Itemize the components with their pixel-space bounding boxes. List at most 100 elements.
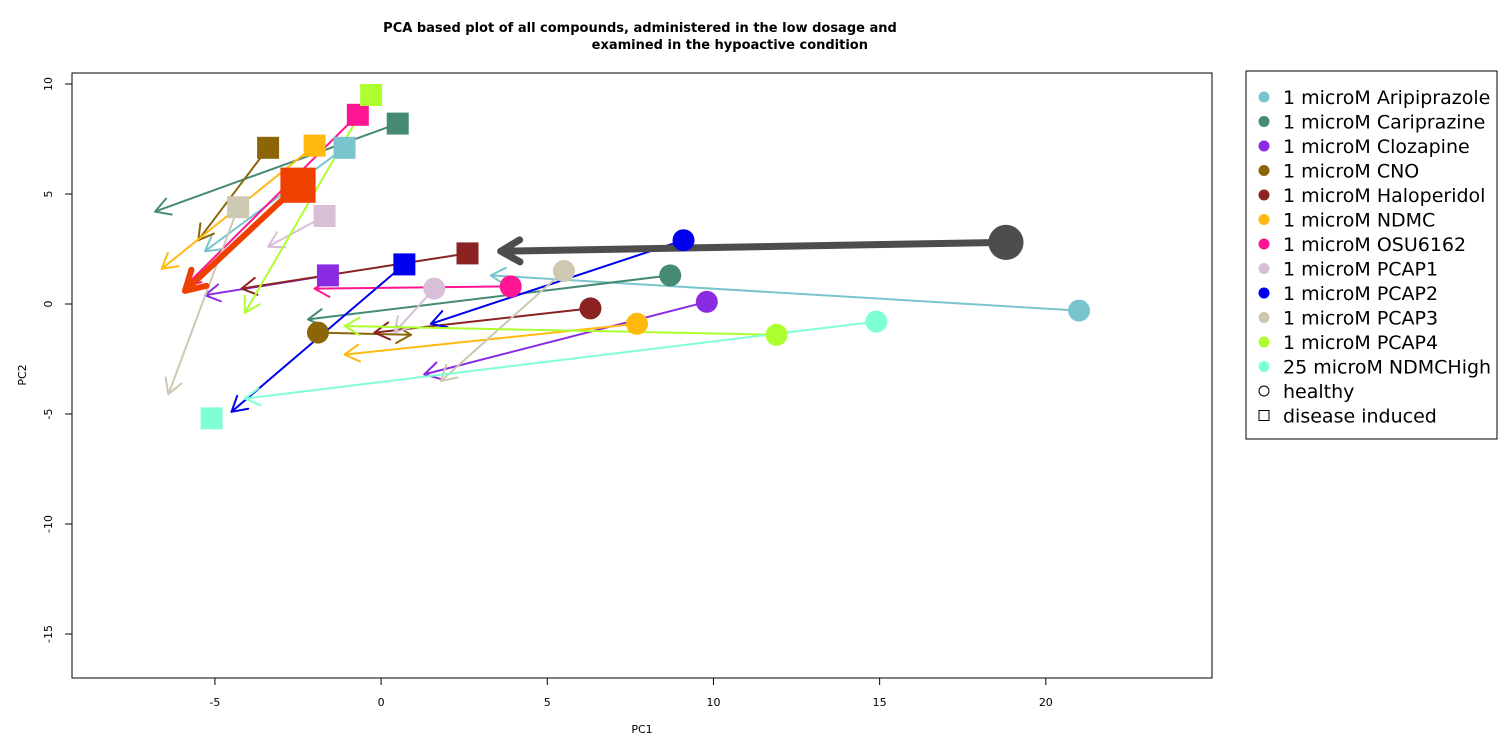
arrow-head bbox=[230, 394, 250, 413]
healthy-point-1-microm-pcap1 bbox=[423, 277, 446, 300]
healthy-point-1-microm-pcap2 bbox=[672, 229, 695, 252]
arrow-1-microm-pcap4 bbox=[343, 316, 778, 336]
healthy-point-1-microm-cariprazine bbox=[659, 264, 682, 287]
legend-label: 1 microM PCAP3 bbox=[1283, 308, 1438, 330]
arrow-head bbox=[429, 310, 449, 329]
arrow-shaft bbox=[343, 325, 778, 336]
legend-item-1-microm-ndmc: 1 microM NDMC bbox=[1258, 210, 1435, 232]
arrow-1-microm-pcap3 bbox=[164, 206, 240, 396]
x-tick-label: 15 bbox=[873, 696, 887, 709]
arrow-head bbox=[240, 276, 259, 296]
legend-label: 1 microM PCAP2 bbox=[1283, 283, 1438, 305]
legend-label: 1 microM NDMC bbox=[1283, 210, 1435, 232]
disease-point-1-microm-pcap1 bbox=[313, 205, 336, 227]
x-tick-label: 10 bbox=[706, 696, 720, 709]
disease-point-1-microm-ndmc bbox=[303, 134, 326, 157]
legend-item-1-microm-clozapine: 1 microM Clozapine bbox=[1258, 136, 1470, 158]
y-tick-label: 10 bbox=[42, 77, 55, 91]
legend-label: 1 microM Clozapine bbox=[1283, 136, 1470, 158]
arrow-highlight bbox=[497, 236, 1010, 266]
x-axis: -5 0 5 10 15 20 bbox=[209, 677, 1053, 709]
healthy-point-1-microm-haloperidol bbox=[579, 297, 602, 320]
legend-marker-circle bbox=[1258, 312, 1270, 323]
legend-item-1-microm-cariprazine: 1 microM Cariprazine bbox=[1258, 112, 1485, 134]
arrow-1-microm-pcap4 bbox=[243, 94, 373, 314]
arrow-head bbox=[182, 266, 210, 294]
disease-point-1-microm-pcap3 bbox=[227, 196, 250, 219]
arrow-head bbox=[243, 387, 262, 407]
legend-marker-circle bbox=[1258, 263, 1270, 274]
arrow-1-microm-osu6162 bbox=[313, 278, 512, 298]
legend-label: 1 microM Aripiprazole bbox=[1283, 87, 1490, 109]
legend-item-1-microm-aripiprazole: 1 microM Aripiprazole bbox=[1258, 87, 1490, 109]
legend-label: disease induced bbox=[1283, 406, 1437, 428]
arrow-head bbox=[203, 234, 223, 253]
point-layer bbox=[200, 84, 1091, 430]
legend-label: 1 microM Haloperidol bbox=[1283, 185, 1485, 207]
arrow-shaft bbox=[240, 252, 469, 290]
arrow-head bbox=[423, 361, 442, 380]
legend-item-1-microm-haloperidol: 1 microM Haloperidol bbox=[1258, 185, 1485, 207]
legend-marker-circle bbox=[1258, 189, 1270, 201]
healthy-point-1-microm-osu6162 bbox=[499, 275, 522, 298]
legend-marker-circle bbox=[1258, 238, 1270, 250]
disease-point-1-microm-clozapine bbox=[316, 264, 339, 287]
arrow-layer bbox=[154, 94, 1081, 413]
legend-label: 1 microM CNO bbox=[1283, 161, 1419, 183]
arrow-shaft bbox=[167, 206, 240, 396]
disease-point-25-microm-ndmchigh bbox=[200, 407, 223, 430]
legend-marker-circle bbox=[1258, 116, 1270, 127]
legend-marker-circle bbox=[1258, 287, 1270, 299]
disease-point-1-microm-cariprazine bbox=[386, 112, 409, 135]
disease-point-1-microm-pcap2 bbox=[393, 253, 416, 276]
legend: 1 microM Aripiprazole 1 microM Cariprazin… bbox=[1245, 70, 1498, 440]
y-tick-label: -10 bbox=[42, 515, 55, 533]
arrow-head bbox=[439, 363, 459, 382]
legend-label: 1 microM OSU6162 bbox=[1283, 234, 1466, 256]
arrow-1-microm-clozapine bbox=[423, 300, 708, 380]
legend-marker-circle bbox=[1258, 165, 1270, 176]
plot-frame bbox=[71, 72, 1213, 679]
arrow-head bbox=[393, 314, 412, 334]
legend-item-1-microm-pcap1: 1 microM PCAP1 bbox=[1258, 259, 1438, 281]
arrow-shaft bbox=[243, 94, 373, 314]
arrow-1-microm-cariprazine bbox=[154, 122, 399, 216]
arrow-shaft bbox=[184, 113, 359, 288]
legend-box bbox=[1245, 70, 1498, 440]
arrow-shaft bbox=[497, 238, 1010, 255]
arrow-shaft bbox=[439, 270, 565, 382]
legend-item-1-microm-cno: 1 microM CNO bbox=[1258, 161, 1419, 183]
y-axis: -15 -10 -5 0 5 10 bbox=[42, 77, 73, 643]
arrow-1-microm-pcap2 bbox=[429, 239, 685, 329]
arrow-shaft bbox=[423, 300, 708, 376]
chart-title-line-1: PCA based plot of all compounds, adminis… bbox=[383, 21, 897, 36]
arrow-shaft bbox=[197, 146, 270, 242]
healthy-point-highlight bbox=[988, 224, 1024, 260]
legend-label: 1 microM PCAP4 bbox=[1283, 332, 1438, 354]
arrow-shaft bbox=[182, 182, 302, 294]
legend-item-disease-induced: disease induced bbox=[1258, 406, 1437, 428]
legend-item-1-microm-pcap2: 1 microM PCAP2 bbox=[1258, 283, 1438, 305]
legend-marker-circle bbox=[1258, 140, 1270, 152]
disease-point-1-microm-haloperidol bbox=[456, 242, 479, 265]
arrow-shaft bbox=[306, 274, 672, 321]
disease-point-1-microm-aripiprazole bbox=[333, 136, 356, 159]
healthy-point-1-microm-clozapine bbox=[695, 290, 718, 313]
legend-marker-circle bbox=[1258, 361, 1270, 372]
arrow-shaft bbox=[343, 322, 639, 356]
arrow-head bbox=[154, 197, 173, 216]
x-tick-label: -5 bbox=[209, 696, 220, 709]
x-tick-label: 5 bbox=[544, 696, 551, 709]
x-tick-label: 0 bbox=[378, 696, 385, 709]
y-axis-label: PC2 bbox=[16, 364, 29, 385]
legend-label: 1 microM Cariprazine bbox=[1283, 112, 1485, 134]
x-axis-label: PC1 bbox=[631, 723, 652, 736]
arrow-head bbox=[160, 251, 180, 270]
healthy-point-1-microm-cno bbox=[306, 321, 329, 344]
arrow-head bbox=[489, 266, 507, 286]
x-tick-label: 20 bbox=[1039, 696, 1053, 709]
arrow-shaft bbox=[154, 122, 399, 213]
healthy-point-1-microm-pcap4 bbox=[765, 323, 788, 346]
legend-item-1-microm-pcap3: 1 microM PCAP3 bbox=[1258, 308, 1438, 330]
